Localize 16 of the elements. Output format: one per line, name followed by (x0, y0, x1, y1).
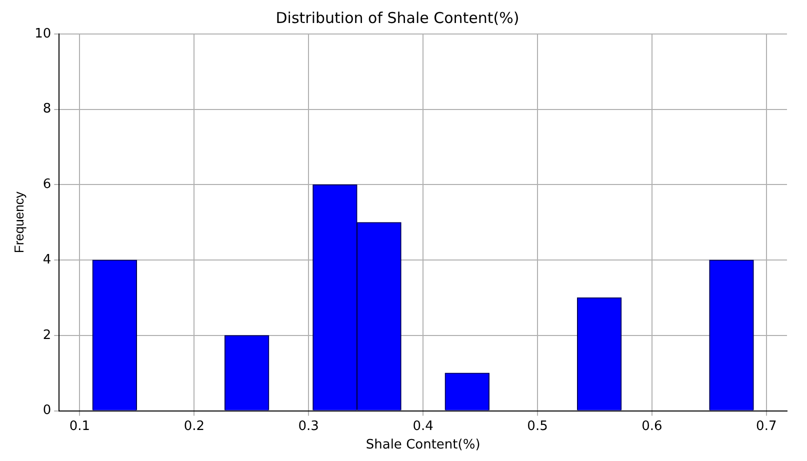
y-tick-label: 4 (42, 252, 52, 268)
x-tick-label: 0.7 (756, 418, 777, 434)
x-tick-label: 0.3 (298, 418, 319, 434)
y-tick-label: 0 (42, 403, 52, 418)
x-axis-title: Shale Content(%) (366, 438, 480, 453)
y-tick-label: 2 (42, 328, 52, 343)
y-tick-label: 8 (42, 102, 52, 117)
x-tick-label: 0.5 (527, 418, 548, 434)
x-tick-label: 0.2 (184, 418, 205, 434)
x-tick-label: 0.4 (412, 418, 434, 434)
x-tick-label: 0.1 (69, 418, 90, 434)
chart-title: Distribution of Shale Content(%) (276, 8, 520, 27)
x-tick-label: 0.6 (642, 418, 662, 434)
y-tick-label: 6 (42, 177, 52, 192)
y-axis-title: Frequency (11, 191, 26, 254)
y-tick-label: 10 (34, 26, 52, 42)
